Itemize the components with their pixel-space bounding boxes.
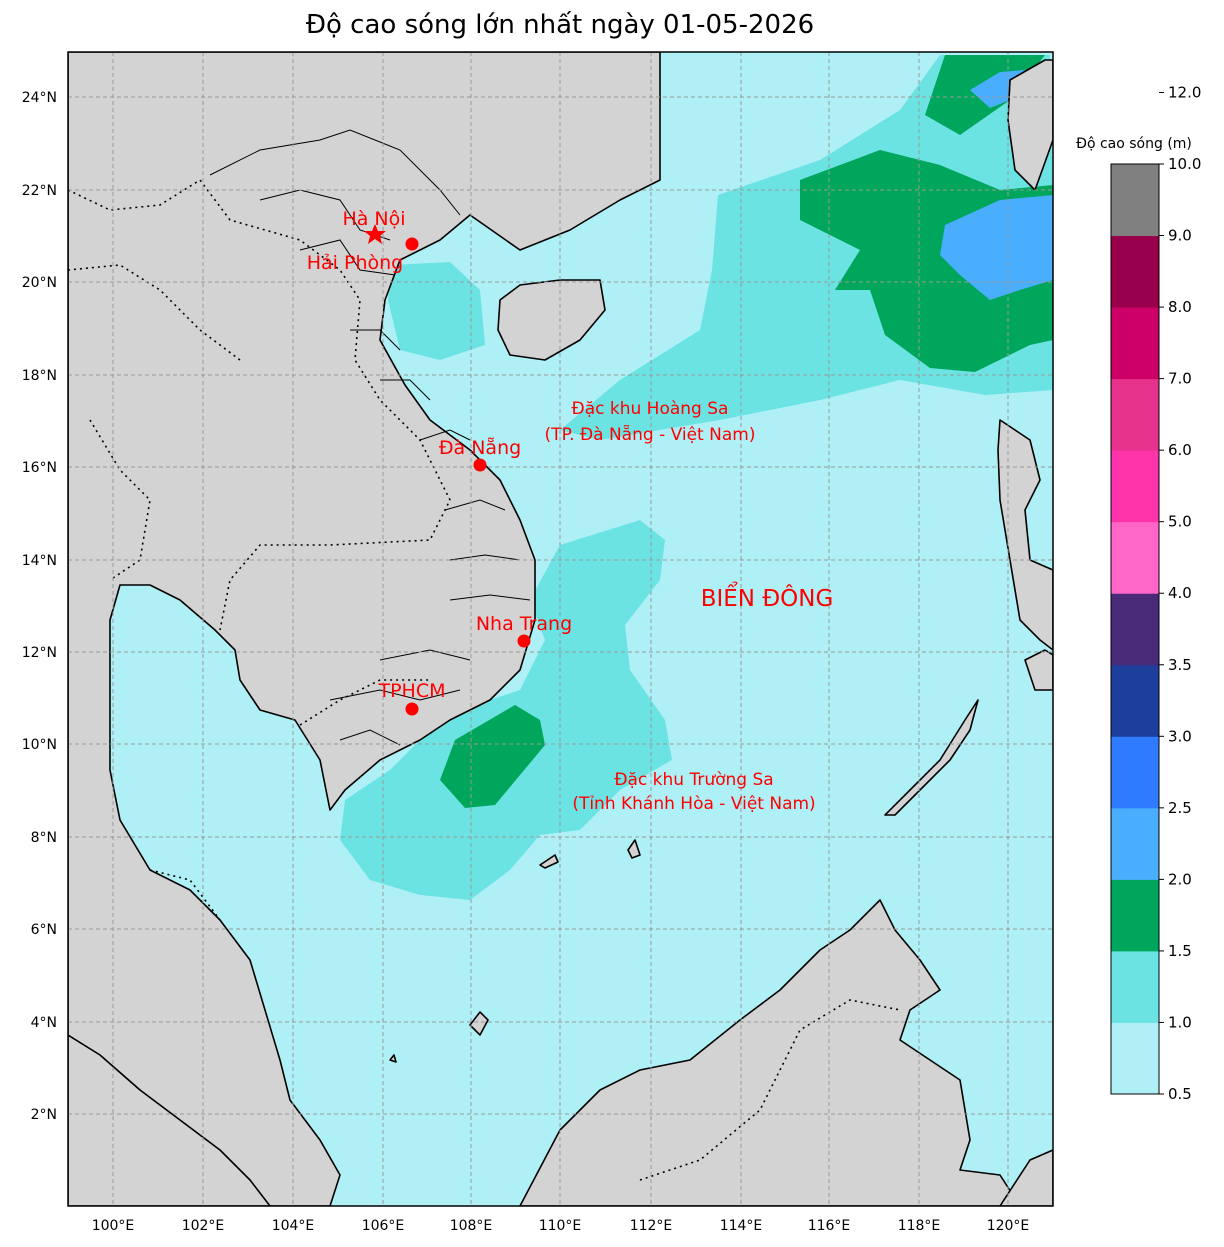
x-tick: 114°E [720,1218,763,1234]
y-tick: 4°N [31,1015,57,1031]
x-tick: 106°E [362,1218,405,1234]
city-label-haiphong: Hải Phòng [307,252,403,274]
colorbar-swatch [1111,235,1159,308]
y-tick: 18°N [22,368,57,384]
colorbar-tick-label: 0.5 [1168,1085,1192,1103]
colorbar-tick-label: 3.5 [1168,656,1192,674]
colorbar-swatch [1111,593,1159,666]
x-tick: 118°E [898,1218,941,1234]
colorbar-tick-label: 1.5 [1168,942,1192,960]
map-frame [67,51,1054,1207]
colorbar-frame [1110,163,1160,1095]
colorbar-swatch [1111,807,1159,880]
x-tick: 112°E [630,1218,673,1234]
truong-sa-sublabel: (Tỉnh Khánh Hòa - Việt Nam) [572,794,815,814]
x-tick: 110°E [539,1218,582,1234]
colorbar: Độ cao sóng (m) 0.5 1.0 1.5 2.0 2.5 3.0 3.5 4.0… [1076,83,1201,1103]
colorbar-swatch [1111,1022,1159,1095]
colorbar-tick-label: 5.0 [1168,513,1192,531]
colorbar-swatch [1111,664,1159,737]
danang-marker [473,458,487,472]
colorbar-tick-label: 9.0 [1168,227,1192,245]
colorbar-tick-label: 2.0 [1168,870,1192,888]
city-label-tphcm: TPHCM [377,680,445,702]
colorbar-tick-label: 10.0 [1168,155,1201,173]
colorbar-swatch [1111,164,1159,237]
country-borders [68,178,901,1181]
city-label-danang: Đà Nẵng [439,436,521,459]
y-tick: 10°N [22,737,57,753]
y-tick: 12°N [22,645,57,661]
colorbar-tick-label: 4.0 [1168,584,1192,602]
y-tick: 16°N [22,460,57,476]
colorbar-swatch [1111,521,1159,594]
x-tick: 102°E [182,1218,225,1234]
colorbar-tick-label: 7.0 [1168,370,1192,388]
colorbar-tick-label: 3.0 [1168,727,1192,745]
tphcm-marker [405,702,419,716]
x-tick: 108°E [450,1218,493,1234]
sea-name-label: BIỂN ĐÔNG [701,582,834,612]
nhatrang-marker [517,634,531,648]
colorbar-tick-label: 2.5 [1168,799,1192,817]
colorbar-swatch [1111,307,1159,380]
haiphong-marker [405,237,419,251]
truong-sa-label: Đặc khu Trường Sa [614,770,773,790]
colorbar-title: Độ cao sóng (m) [1076,136,1192,152]
x-tick: 120°E [987,1218,1030,1234]
colorbar-tick-label: 8.0 [1168,298,1192,316]
y-tick: 22°N [22,183,57,199]
colorbar-swatch [1111,950,1159,1023]
graticule [68,52,1053,1206]
x-tick: 116°E [808,1218,851,1234]
hoang-sa-sublabel: (TP. Đà Nẵng - Việt Nam) [545,424,756,445]
colorbar-swatch [1111,450,1159,523]
city-label-nhatrang: Nha Trang [476,613,572,635]
map-title: Độ cao sóng lớn nhất ngày 01-05-2026 [305,10,815,40]
colorbar-tick-label: 1.0 [1168,1013,1192,1031]
x-tick: 100°E [92,1218,135,1234]
y-axis-ticks: 2°N 4°N 6°N 8°N 10°N 12°N 14°N 16°N 18°N… [22,90,57,1123]
y-tick: 6°N [31,922,57,938]
x-axis-ticks: 100°E 102°E 104°E 106°E 108°E 110°E 112°… [92,1218,1030,1234]
hoang-sa-label: Đặc khu Hoàng Sa [572,399,729,419]
y-tick: 8°N [31,830,57,846]
y-tick: 14°N [22,553,57,569]
colorbar-tick-label: 12.0 [1168,83,1201,101]
city-label-hanoi: Hà Nội [342,208,405,230]
colorbar-swatch [1111,378,1159,451]
x-tick: 104°E [272,1218,315,1234]
y-tick: 24°N [22,90,57,106]
colorbar-swatch [1111,879,1159,952]
y-tick: 20°N [22,275,57,291]
colorbar-tick-label: 6.0 [1168,441,1192,459]
y-tick: 2°N [31,1107,57,1123]
land-masses [68,52,1053,1206]
colorbar-swatch [1111,736,1159,809]
hanoi-star-icon [364,224,386,244]
